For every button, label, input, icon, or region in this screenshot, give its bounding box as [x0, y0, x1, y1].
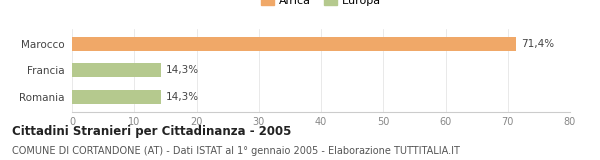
Text: Cittadini Stranieri per Cittadinanza - 2005: Cittadini Stranieri per Cittadinanza - 2… [12, 125, 292, 138]
Text: 71,4%: 71,4% [521, 39, 554, 49]
Text: 14,3%: 14,3% [166, 65, 199, 75]
Text: 14,3%: 14,3% [166, 92, 199, 102]
Text: COMUNE DI CORTANDONE (AT) - Dati ISTAT al 1° gennaio 2005 - Elaborazione TUTTITA: COMUNE DI CORTANDONE (AT) - Dati ISTAT a… [12, 146, 460, 156]
Legend: Africa, Europa: Africa, Europa [257, 0, 385, 11]
Bar [72, 63, 161, 77]
Bar [72, 90, 161, 104]
Bar [72, 37, 517, 51]
